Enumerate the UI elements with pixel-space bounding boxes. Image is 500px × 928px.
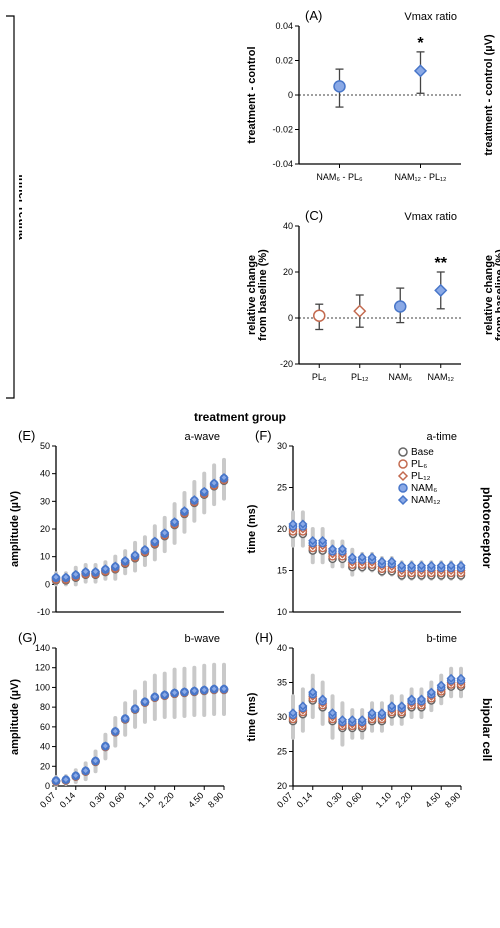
svg-text:50: 50 — [40, 441, 50, 451]
svg-text:40: 40 — [283, 221, 293, 231]
svg-text:0.07: 0.07 — [38, 790, 57, 809]
svg-text:20: 20 — [277, 781, 287, 791]
svg-text:0.30: 0.30 — [324, 790, 343, 809]
svg-text:-20: -20 — [280, 359, 293, 369]
panel-e: -10 0 10 20 30 40 50 amplitude (µV) (E) a-wave — [4, 428, 239, 628]
svg-text:35: 35 — [277, 678, 287, 688]
x-axis-label-treatment: treatment group — [4, 408, 476, 426]
svg-text:0.04: 0.04 — [275, 21, 293, 31]
svg-text:4.50: 4.50 — [423, 790, 442, 809]
svg-text:20: 20 — [40, 524, 50, 534]
svg-text:20: 20 — [40, 761, 50, 771]
svg-text:Base: Base — [411, 447, 434, 458]
svg-text:40: 40 — [40, 742, 50, 752]
svg-text:30: 30 — [40, 496, 50, 506]
svg-text:80: 80 — [40, 702, 50, 712]
svg-text:0.14: 0.14 — [58, 790, 77, 809]
svg-text:(C): (C) — [305, 208, 323, 223]
svg-text:120: 120 — [35, 663, 50, 673]
svg-text:8.90: 8.90 — [206, 790, 225, 809]
svg-text:0.30: 0.30 — [87, 790, 106, 809]
svg-text:treatment - control: treatment - control — [246, 46, 258, 143]
svg-text:0: 0 — [288, 90, 293, 100]
svg-text:Vmax ratio: Vmax ratio — [404, 211, 457, 223]
svg-text:NAM₆: NAM₆ — [411, 483, 437, 494]
panel-a: -0.04 -0.02 0 0.02 0.04 NAM₆ - PL₆ NAM₁₂ - PL₁… — [241, 8, 476, 198]
svg-text:0.60: 0.60 — [344, 790, 363, 809]
svg-text:2.20: 2.20 — [394, 790, 413, 809]
figure-grid: -0.04 -0.02 0 0.02 0.04 NAM₆ - PL₆ NAM₁₂ - PL₁… — [4, 8, 496, 850]
svg-text:0.14: 0.14 — [295, 790, 314, 809]
svg-text:20: 20 — [277, 524, 287, 534]
side-label-bipolar: bipolar cell — [478, 630, 496, 830]
svg-text:*: * — [417, 35, 424, 52]
side-label-photoreceptor: photoreceptor — [478, 428, 496, 628]
svg-text:0.60: 0.60 — [107, 790, 126, 809]
panel-g: 0 20 40 60 80 100 120 140 0.070.14 0.300.60 1.102.… — [4, 630, 239, 830]
svg-text:140: 140 — [35, 643, 50, 653]
svg-text:(H): (H) — [255, 630, 273, 645]
svg-text:0: 0 — [45, 579, 50, 589]
svg-text:40: 40 — [277, 643, 287, 653]
panel-b: -2-10123NAM₆ - PL₆NAM₁₂ - PL₁₂treatment … — [478, 8, 496, 198]
svg-text:30: 30 — [277, 712, 287, 722]
panel-c: -2002040PL₆PL₁₂NAM₆NAM₁₂relative changef… — [241, 208, 476, 398]
svg-text:from baseline (%): from baseline (%) — [494, 249, 500, 341]
svg-text:treatment - control (µV): treatment - control (µV) — [483, 34, 495, 156]
svg-text:60: 60 — [40, 722, 50, 732]
svg-text:0.07: 0.07 — [275, 790, 294, 809]
svg-text:PL₆: PL₆ — [411, 459, 427, 470]
svg-text:a-wave: a-wave — [185, 431, 220, 443]
svg-text:PL₆: PL₆ — [312, 372, 327, 382]
svg-text:time (ms): time (ms) — [246, 692, 258, 741]
svg-text:a-time: a-time — [426, 431, 457, 443]
svg-text:4.50: 4.50 — [186, 790, 205, 809]
svg-text:NAM₁₂ - PL₁₂: NAM₁₂ - PL₁₂ — [394, 172, 447, 182]
svg-text:from baseline (%): from baseline (%) — [257, 249, 269, 341]
svg-text:amplitude (µV): amplitude (µV) — [9, 679, 21, 755]
svg-text:PL₁₂: PL₁₂ — [351, 372, 369, 382]
svg-text:Vmax ratio: Vmax ratio — [404, 11, 457, 23]
svg-text:time (ms): time (ms) — [246, 504, 258, 553]
svg-text:10: 10 — [40, 552, 50, 562]
svg-text:0.02: 0.02 — [275, 56, 293, 66]
svg-text:-0.04: -0.04 — [272, 159, 293, 169]
panel-f: 1015202530time (ms)(F)a-timeBasePL₆PL₁₂N… — [241, 428, 476, 628]
svg-text:**: ** — [435, 255, 448, 272]
svg-text:100: 100 — [35, 682, 50, 692]
svg-text:8.90: 8.90 — [443, 790, 462, 809]
svg-text:b-wave: b-wave — [185, 633, 220, 645]
svg-text:(F): (F) — [255, 428, 272, 443]
svg-text:b-time: b-time — [426, 633, 457, 645]
side-label-inner: inner retina — [16, 174, 22, 240]
svg-text:NAM₆: NAM₆ — [388, 372, 412, 382]
svg-text:0: 0 — [288, 313, 293, 323]
bracket-inner-retina: inner retina — [4, 8, 22, 406]
svg-text:(E): (E) — [18, 428, 35, 443]
svg-text:1.10: 1.10 — [374, 790, 393, 809]
svg-text:NAM₁₂: NAM₁₂ — [427, 372, 454, 382]
svg-text:NAM₆ - PL₆: NAM₆ - PL₆ — [316, 172, 363, 182]
svg-text:(G): (G) — [18, 630, 37, 645]
svg-text:-0.02: -0.02 — [272, 125, 293, 135]
panel-h: 20 25 30 35 40 0.070.14 0.300.60 1.102.20 4.508.… — [241, 630, 476, 830]
svg-text:30: 30 — [277, 441, 287, 451]
svg-text:15: 15 — [277, 566, 287, 576]
svg-text:20: 20 — [283, 267, 293, 277]
svg-text:10: 10 — [277, 607, 287, 617]
svg-text:0: 0 — [45, 781, 50, 791]
panel-d: -2002040PL₆PL₁₂NAM₆NAM₁₂relative changef… — [478, 208, 496, 398]
svg-text:(A): (A) — [305, 8, 322, 23]
svg-text:1.10: 1.10 — [137, 790, 156, 809]
svg-text:PL₁₂: PL₁₂ — [411, 471, 431, 482]
svg-text:25: 25 — [277, 747, 287, 757]
svg-text:25: 25 — [277, 483, 287, 493]
svg-text:2.20: 2.20 — [157, 790, 176, 809]
svg-text:-10: -10 — [37, 607, 50, 617]
svg-text:40: 40 — [40, 469, 50, 479]
svg-text:amplitude (µV): amplitude (µV) — [9, 491, 21, 567]
svg-text:NAM₁₂: NAM₁₂ — [411, 495, 441, 506]
